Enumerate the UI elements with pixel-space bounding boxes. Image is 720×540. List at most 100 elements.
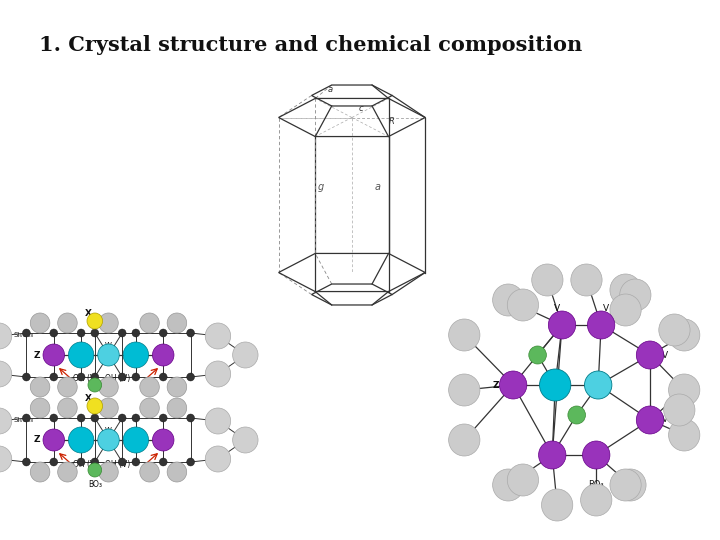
Text: 1. Crystal structure and chemical composition: 1. Crystal structure and chemical compos… xyxy=(39,35,582,55)
Circle shape xyxy=(118,414,126,422)
Circle shape xyxy=(186,329,194,337)
Circle shape xyxy=(30,398,50,418)
Circle shape xyxy=(30,462,50,482)
Circle shape xyxy=(669,319,700,351)
Circle shape xyxy=(159,329,167,337)
Text: V: V xyxy=(603,304,609,313)
Circle shape xyxy=(140,462,159,482)
Circle shape xyxy=(88,378,102,392)
Circle shape xyxy=(541,489,573,521)
Circle shape xyxy=(77,414,85,422)
Text: Z: Z xyxy=(34,435,40,444)
Circle shape xyxy=(50,414,58,422)
Circle shape xyxy=(582,441,610,469)
Circle shape xyxy=(50,373,58,381)
Circle shape xyxy=(449,374,480,406)
Circle shape xyxy=(58,313,77,333)
Circle shape xyxy=(99,462,118,482)
Circle shape xyxy=(132,373,140,381)
Text: Wᵢ: Wᵢ xyxy=(104,427,112,433)
Circle shape xyxy=(123,342,148,368)
Circle shape xyxy=(620,279,651,311)
Text: X: X xyxy=(85,394,92,403)
Circle shape xyxy=(98,344,120,366)
Circle shape xyxy=(99,313,118,333)
Text: Y: Y xyxy=(552,382,559,392)
Text: Wᵢ: Wᵢ xyxy=(104,342,112,348)
Circle shape xyxy=(205,361,230,387)
Text: a: a xyxy=(374,182,381,192)
Circle shape xyxy=(588,311,615,339)
Text: V: V xyxy=(662,350,668,360)
Text: g: g xyxy=(318,182,324,192)
Circle shape xyxy=(500,371,527,399)
Text: BO₃: BO₃ xyxy=(588,480,604,489)
Circle shape xyxy=(58,377,77,397)
Circle shape xyxy=(539,369,571,401)
Circle shape xyxy=(0,408,12,434)
Circle shape xyxy=(43,429,65,451)
Circle shape xyxy=(118,373,126,381)
Circle shape xyxy=(22,373,30,381)
Circle shape xyxy=(528,346,546,364)
Circle shape xyxy=(205,408,230,434)
Text: Z: Z xyxy=(493,381,500,389)
Circle shape xyxy=(186,458,194,466)
Circle shape xyxy=(610,294,642,326)
Circle shape xyxy=(22,414,30,422)
Circle shape xyxy=(0,361,12,387)
Circle shape xyxy=(30,377,50,397)
Circle shape xyxy=(87,313,103,329)
Circle shape xyxy=(77,458,85,466)
Circle shape xyxy=(233,342,258,368)
Circle shape xyxy=(118,458,126,466)
Circle shape xyxy=(140,313,159,333)
Circle shape xyxy=(159,373,167,381)
Circle shape xyxy=(132,329,140,337)
Circle shape xyxy=(132,414,140,422)
Circle shape xyxy=(159,414,167,422)
Text: BO₃: BO₃ xyxy=(88,480,102,489)
Circle shape xyxy=(0,446,12,472)
Circle shape xyxy=(22,329,30,337)
Text: Y: Y xyxy=(82,345,89,354)
Circle shape xyxy=(669,374,700,406)
Text: Y: Y xyxy=(82,430,89,439)
Circle shape xyxy=(91,329,99,337)
Circle shape xyxy=(508,289,539,321)
Circle shape xyxy=(159,458,167,466)
Circle shape xyxy=(22,458,30,466)
Circle shape xyxy=(140,398,159,418)
Circle shape xyxy=(50,329,58,337)
Circle shape xyxy=(167,377,186,397)
Circle shape xyxy=(549,311,576,339)
Circle shape xyxy=(568,406,585,424)
Circle shape xyxy=(610,274,642,306)
Text: OH (V): OH (V) xyxy=(104,460,130,469)
Circle shape xyxy=(186,373,194,381)
Circle shape xyxy=(99,377,118,397)
Circle shape xyxy=(88,463,102,477)
Circle shape xyxy=(508,464,539,496)
Text: OH (V): OH (V) xyxy=(73,460,99,469)
Circle shape xyxy=(167,313,186,333)
Circle shape xyxy=(664,394,695,426)
Circle shape xyxy=(571,264,602,296)
Circle shape xyxy=(58,462,77,482)
Circle shape xyxy=(0,323,12,349)
Circle shape xyxy=(492,469,524,501)
Text: V: V xyxy=(662,415,668,424)
Circle shape xyxy=(449,319,480,351)
Circle shape xyxy=(77,329,85,337)
Circle shape xyxy=(132,458,140,466)
Text: X: X xyxy=(85,309,92,318)
Text: OH (V): OH (V) xyxy=(73,375,99,383)
Circle shape xyxy=(233,427,258,453)
Circle shape xyxy=(30,313,50,333)
Text: V: V xyxy=(554,304,560,313)
Circle shape xyxy=(99,398,118,418)
Text: W: W xyxy=(593,382,603,392)
Circle shape xyxy=(186,414,194,422)
Circle shape xyxy=(167,398,186,418)
Text: R: R xyxy=(390,117,395,126)
